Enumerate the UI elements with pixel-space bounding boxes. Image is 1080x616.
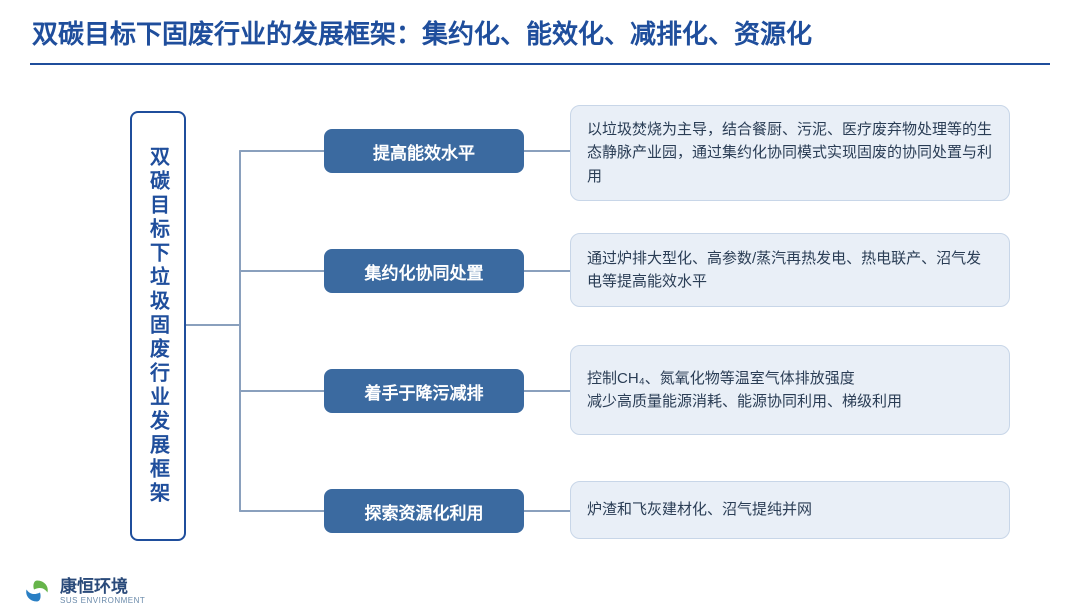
- root-label: 双碳目标下垃圾固废行业发展框架: [144, 146, 173, 506]
- page-title: 双碳目标下固废行业的发展框架：集约化、能效化、减排化、资源化: [32, 14, 1048, 51]
- logo-name-cn: 康恒环境: [60, 578, 145, 595]
- framework-diagram: 双碳目标下垃圾固废行业发展框架 提高能效水平 以垃圾焚烧为主导，结合餐厨、污泥、医…: [40, 93, 1040, 563]
- root-node: 双碳目标下垃圾固废行业发展框架: [130, 111, 186, 541]
- branch-node-2: 着手于降污减排: [324, 369, 524, 413]
- branch-desc-3: 炉渣和飞灰建材化、沼气提纯并网: [570, 481, 1010, 539]
- branch-desc-0: 以垃圾焚烧为主导，结合餐厨、污泥、医疗废弃物处理等的生态静脉产业园，通过集约化协…: [570, 105, 1010, 201]
- branch-node-3: 探索资源化利用: [324, 489, 524, 533]
- branch-desc-1: 通过炉排大型化、高参数/蒸汽再热发电、热电联产、沼气发电等提高能效水平: [570, 233, 1010, 307]
- title-underline: [30, 63, 1050, 65]
- logo-name-en: SUS ENVIRONMENT: [60, 597, 145, 605]
- branch-desc-2: 控制CH₄、氮氧化物等温室气体排放强度 减少高质量能源消耗、能源协同利用、梯级利…: [570, 345, 1010, 435]
- logo-icon: [22, 576, 52, 606]
- branch-node-0: 提高能效水平: [324, 129, 524, 173]
- logo: 康恒环境 SUS ENVIRONMENT: [22, 576, 145, 606]
- branch-node-1: 集约化协同处置: [324, 249, 524, 293]
